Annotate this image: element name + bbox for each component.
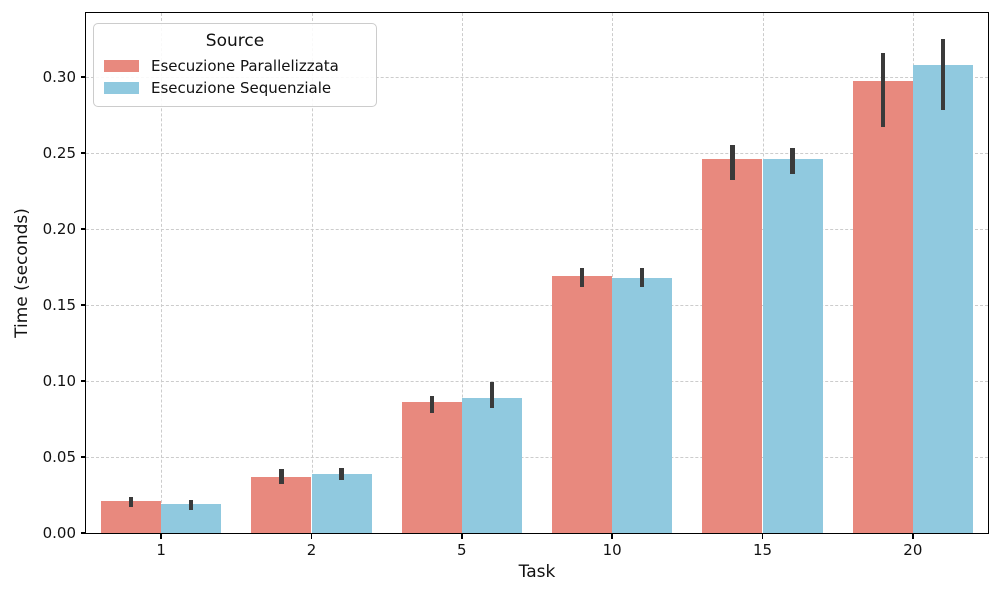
legend-title: Source (205, 31, 265, 51)
y-tick-label: 0.05 (42, 447, 76, 466)
y-gridline (86, 76, 988, 78)
x-tick-label: 2 (306, 541, 317, 559)
bar-10-parallelizzata (552, 276, 613, 533)
y-tick-mark (81, 152, 86, 154)
y-tick-label: 0.25 (42, 143, 76, 162)
y-tick-mark (81, 532, 86, 534)
legend-item-label: Esecuzione Parallelizzata (151, 57, 339, 75)
y-tick-mark (81, 380, 86, 382)
y-gridline (86, 380, 988, 382)
bar-2-sequenziale (311, 473, 372, 533)
error-bar (188, 499, 194, 511)
error-bar (339, 467, 344, 480)
y-gridline (86, 456, 988, 458)
bar-20-sequenziale (912, 64, 973, 533)
legend-item-sequenziale: Esecuzione Sequenziale (104, 77, 366, 99)
bar-15-parallelizzata (702, 158, 763, 533)
error-bar (639, 268, 645, 287)
x-tick-mark (160, 534, 162, 539)
y-gridline (86, 152, 988, 154)
error-bar (790, 148, 795, 175)
legend: Source Esecuzione Parallelizzata Esecuzi… (93, 23, 377, 107)
error-bar (429, 396, 435, 413)
y-axis-title: Time (seconds) (12, 208, 32, 338)
y-tick-mark (81, 76, 86, 78)
x-tick-label: 20 (903, 541, 923, 559)
x-gridline (612, 13, 614, 533)
bars-layer (86, 13, 988, 533)
x-tick-mark (912, 534, 914, 539)
legend-item-label: Esecuzione Sequenziale (151, 79, 332, 97)
error-bar (940, 38, 946, 111)
y-tick-mark (81, 304, 86, 306)
bar-5-parallelizzata (401, 402, 462, 533)
y-tick-label: 0.00 (42, 524, 76, 542)
legend-swatch-sequenziale-icon (104, 82, 139, 94)
bar-15-sequenziale (762, 158, 823, 533)
x-tick-mark (461, 534, 463, 539)
bar-20-parallelizzata (852, 81, 913, 533)
x-tick-mark (310, 534, 313, 539)
error-bar (880, 52, 886, 128)
y-gridline (86, 304, 988, 306)
x-gridline (461, 13, 463, 533)
error-bar (730, 145, 735, 181)
x-tick-label: 5 (457, 541, 467, 559)
error-bar (279, 469, 284, 485)
legend-swatch-parallelizzata-icon (104, 60, 139, 72)
bar-5-sequenziale (461, 397, 522, 533)
y-tick-label: 0.30 (42, 67, 76, 86)
y-gridline (86, 228, 988, 230)
y-tick-label: 0.20 (42, 219, 76, 238)
x-tick-label: 15 (752, 541, 773, 559)
x-axis-title: Task (518, 562, 556, 582)
y-tick-label: 0.15 (42, 295, 76, 314)
bar-10-sequenziale (612, 277, 673, 533)
x-tick-label: 1 (156, 541, 166, 559)
error-bar (489, 382, 495, 409)
x-gridline (311, 13, 313, 533)
bar-2-parallelizzata (251, 476, 312, 533)
x-gridline (161, 13, 163, 533)
x-tick-label: 10 (602, 541, 622, 559)
x-tick-mark (611, 534, 613, 539)
y-tick-mark (81, 228, 86, 230)
legend-item-parallelizzata: Esecuzione Parallelizzata (104, 55, 366, 77)
y-tick-label: 0.10 (42, 371, 76, 390)
x-tick-mark (761, 534, 764, 539)
y-tick-mark (81, 456, 86, 458)
error-bar (128, 496, 134, 508)
error-bar (579, 268, 585, 287)
